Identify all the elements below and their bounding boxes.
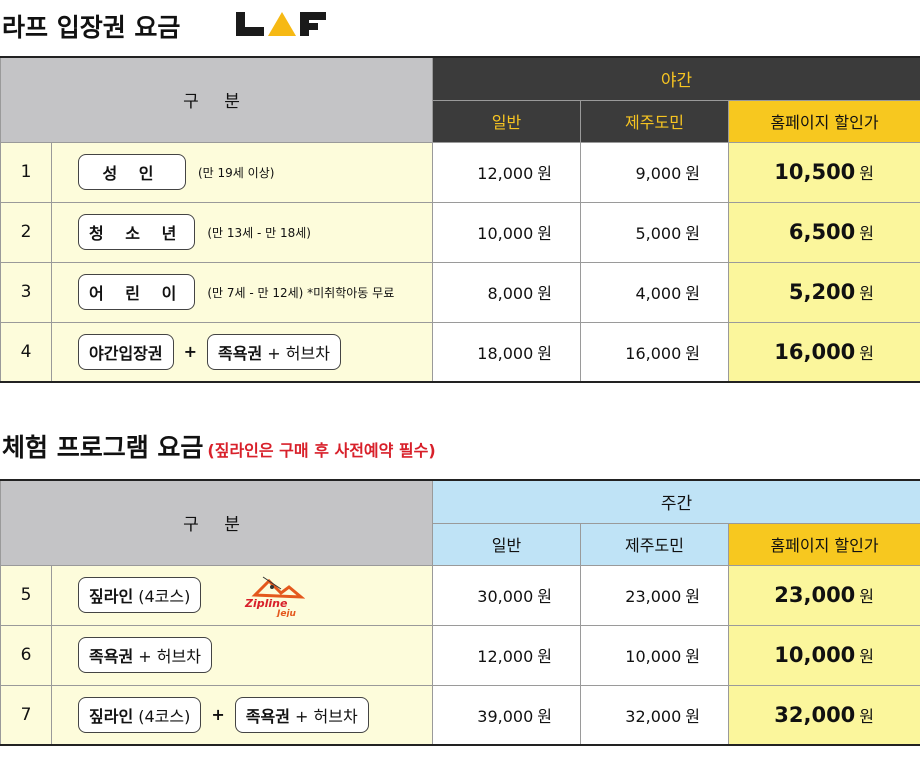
night-period-header: 야간 [431,56,920,101]
table-row: 2 청 소 년 (만 13세 - 만 18세) 10,000 원 5,000 원 6,… [0,201,920,263]
discount-price: 10,500 원 [727,141,920,203]
category-header: 구 분 [0,479,433,566]
row-description: 짚라인 (4코스) Zipline Jeju [51,564,433,626]
jeju-price: 5,000 원 [580,201,729,263]
laf-logo [236,10,328,38]
ticket-label: 야간입장권 [78,333,174,370]
zipline-jeju-logo: Zipline Jeju [241,573,306,617]
ticket-label: 어 린 이 [78,274,196,310]
jeju-price: 4,000 원 [580,261,729,323]
reservation-note: (짚라인은 구매 후 사전예약 필수) [207,441,436,460]
discount-price: 5,200 원 [727,261,920,323]
general-price-header: 일반 [432,99,581,143]
general-price: 10,000 원 [432,201,581,263]
homepage-discount-header: 홈페이지 할인가 [727,99,920,143]
jeju-price: 23,000 원 [580,564,729,626]
row-description: 어 린 이 (만 7세 - 만 12세) *미취학아동 무료 [51,261,433,323]
general-price: 30,000 원 [432,564,581,626]
row-number: 2 [0,201,52,263]
jeju-price: 16,000 원 [580,321,729,383]
discount-price: 6,500 원 [727,201,920,263]
jeju-price: 9,000 원 [580,141,729,203]
row-description: 족욕권 + 허브차 [51,624,433,686]
table-row: 5 짚라인 (4코스) Zipline Jeju 30,000 원 23,000 원… [0,564,920,626]
homepage-discount-header: 홈페이지 할인가 [727,522,920,566]
day-period-header: 주간 [431,479,920,524]
program-label: 짚라인 (4코스) [78,696,202,733]
table-row: 4 야간입장권 + 족욕권 + 허브차 18,000 원 16,000 원 16,000… [0,321,920,383]
section-title-admission: 라프 입장권 요금 [2,13,181,42]
row-number: 6 [0,624,52,686]
general-price: 12,000 원 [432,141,581,203]
discount-price: 32,000 원 [727,684,920,746]
program-fee-table: 구 분 주간 일반 제주도민 홈페이지 할인가 5 짚라인 (4코스) Zipl… [0,479,920,746]
row-description: 야간입장권 + 족욕권 + 허브차 [51,321,433,383]
table-row: 6 족욕권 + 허브차 12,000 원 10,000 원 10,000 원 [0,624,920,686]
row-description: 짚라인 (4코스) + 족욕권 + 허브차 [51,684,433,746]
age-note: (만 7세 - 만 12세) *미취학아동 무료 [207,285,395,300]
row-number: 5 [0,564,52,626]
jeju-resident-price-header: 제주도민 [580,99,729,143]
plus-sign: + [211,705,225,725]
svg-text:Zipline: Zipline [244,597,288,610]
row-number: 4 [0,321,52,383]
section-title-programs: 체험 프로그램 요금 (짚라인은 구매 후 사전예약 필수) [2,433,436,462]
row-description: 성 인 (만 19세 이상) [51,141,433,203]
age-note: (만 19세 이상) [198,165,275,180]
ticket-label: 청 소 년 [78,214,196,250]
table-row: 1 성 인 (만 19세 이상) 12,000 원 9,000 원 10,500 원 [0,141,920,203]
row-number: 7 [0,684,52,746]
discount-price: 23,000 원 [727,564,920,626]
jeju-resident-price-header: 제주도민 [580,522,729,566]
jeju-price: 32,000 원 [580,684,729,746]
general-price: 12,000 원 [432,624,581,686]
row-number: 3 [0,261,52,323]
table-row: 7 짚라인 (4코스) + 족욕권 + 허브차 39,000 원 32,000 원 32… [0,684,920,746]
general-price-header: 일반 [432,522,581,566]
general-price: 18,000 원 [432,321,581,383]
program-label: 짚라인 (4코스) [78,577,202,613]
svg-text:Jeju: Jeju [275,609,297,617]
ticket-label: 성 인 [78,154,186,190]
addon-label: 족욕권 + 허브차 [234,696,369,733]
addon-label: 족욕권 + 허브차 [207,333,341,370]
admission-fee-table: 구 분 야간 일반 제주도민 홈페이지 할인가 1 성 인 (만 19세 이상) … [0,56,920,383]
jeju-price: 10,000 원 [580,624,729,686]
category-header: 구 분 [0,56,433,143]
discount-price: 10,000 원 [727,624,920,686]
general-price: 39,000 원 [432,684,581,746]
discount-price: 16,000 원 [727,321,920,383]
program-label: 족욕권 + 허브차 [78,637,212,673]
age-note: (만 13세 - 만 18세) [207,225,311,240]
row-description: 청 소 년 (만 13세 - 만 18세) [51,201,433,263]
general-price: 8,000 원 [432,261,581,323]
table-row: 3 어 린 이 (만 7세 - 만 12세) *미취학아동 무료 8,000 원 4… [0,261,920,323]
plus-sign: + [183,342,198,362]
row-number: 1 [0,141,52,203]
